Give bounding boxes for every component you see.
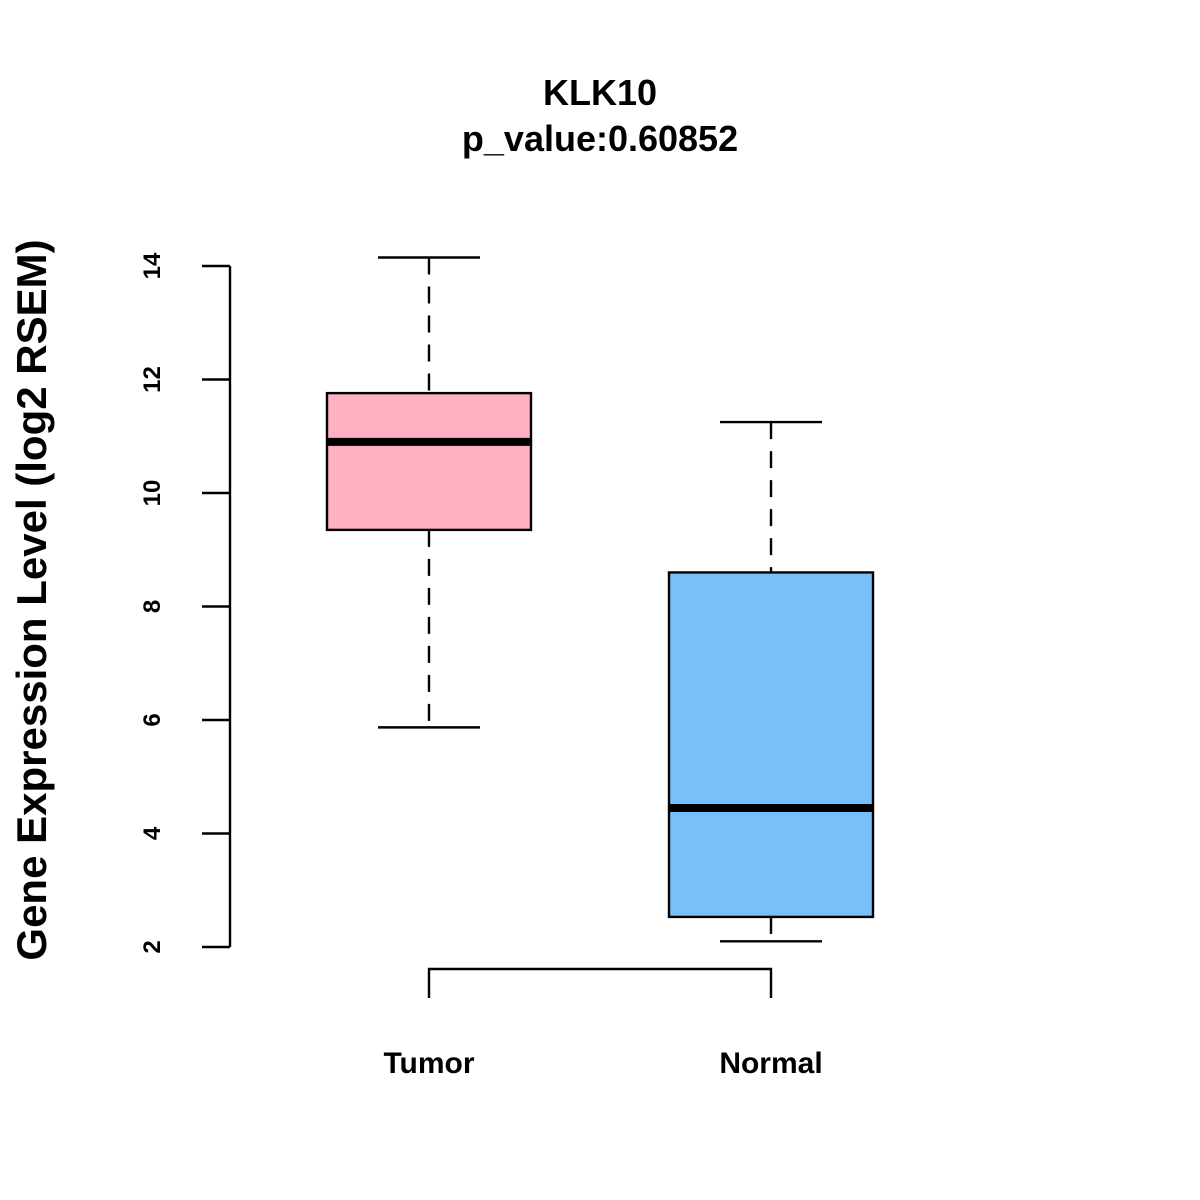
boxes-group [325,256,875,943]
y-tick-label: 8 [139,600,166,613]
y-tick-label: 14 [139,252,166,279]
iqr-box [325,391,533,532]
iqr-box [667,571,875,919]
category-label-tumor: Tumor [383,1047,474,1080]
comparison-bracket [427,967,773,998]
y-tick-label: 2 [139,940,166,953]
y-tick-label: 10 [139,480,166,507]
bracket-line [427,967,773,998]
chart-title: KLK10 [543,72,657,113]
box-normal [667,420,875,943]
y-axis: 2 4 6 8 10 12 14 [139,252,232,954]
category-label-normal: Normal [719,1047,822,1080]
y-axis-label: Gene Expression Level (log2 RSEM) [8,239,55,960]
box-tumor [325,256,533,729]
y-tick-label: 12 [139,366,166,393]
y-tick-label: 4 [139,826,166,840]
x-axis-categories: Tumor Normal [383,1047,822,1080]
chart-subtitle: p_value:0.60852 [462,118,738,159]
y-tick-label: 6 [139,713,166,726]
